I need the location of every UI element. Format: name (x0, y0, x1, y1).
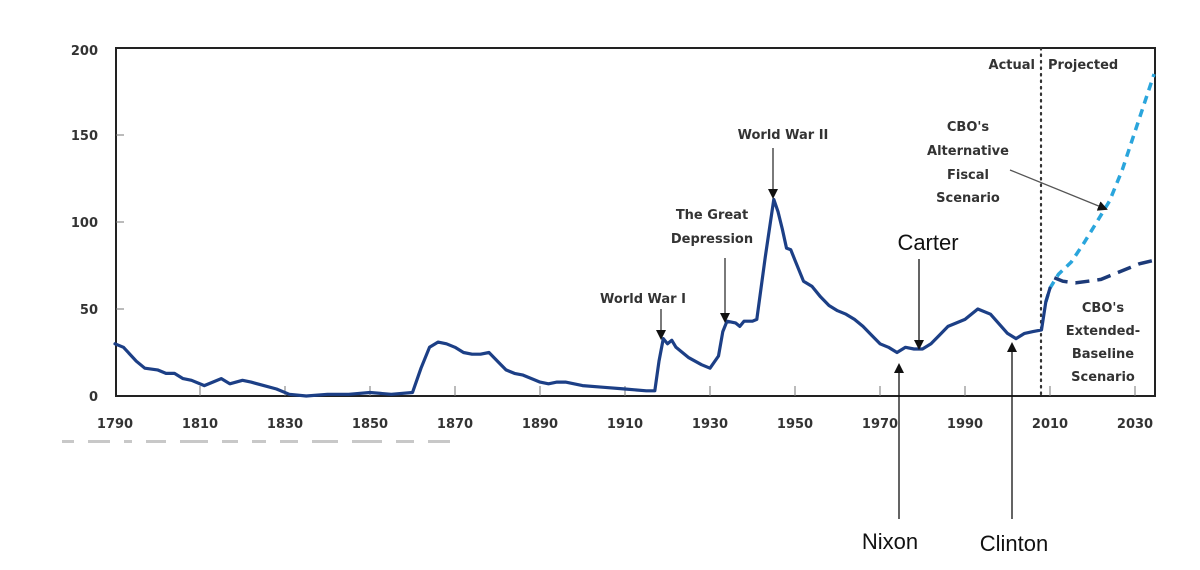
x-tick-label: 2030 (1117, 417, 1153, 432)
y-tick-labels: 0 50 100 150 200 (71, 44, 98, 405)
annotation-great-depression: The Great Depression (671, 208, 753, 323)
x-tick-labels: 1790 1810 1830 1850 1870 1890 1910 1930 1950 1970… (97, 417, 1153, 432)
svg-text:Carter: Carter (897, 230, 958, 255)
svg-text:150: 150 (71, 129, 98, 144)
svg-text:100: 100 (71, 216, 98, 231)
arrow-icon (1009, 169, 1108, 211)
annotation-nixon: Nixon (862, 363, 918, 554)
x-tick-label: 1950 (777, 417, 813, 432)
annotation-carter: Carter (897, 230, 959, 350)
annotation-alternative-fiscal: CBO's Alternative Fiscal Scenario (927, 120, 1108, 211)
x-tick-label: 1970 (862, 417, 898, 432)
svg-text:Scenario: Scenario (936, 191, 1000, 206)
annotation-world-war-2: World War II (738, 128, 829, 199)
svg-text:Alternative: Alternative (927, 144, 1009, 159)
svg-text:Baseline: Baseline (1072, 347, 1134, 362)
svg-text:200: 200 (71, 44, 98, 59)
svg-text:Clinton: Clinton (980, 531, 1048, 556)
x-tick-label: 1810 (182, 417, 218, 432)
x-tick-label: 1890 (522, 417, 558, 432)
actual-label: Actual (989, 58, 1035, 73)
x-tick-label: 1790 (97, 417, 133, 432)
svg-text:Scenario: Scenario (1071, 370, 1135, 385)
source-caption-cropped (62, 440, 622, 446)
y-axis (116, 134, 124, 310)
svg-text:Fiscal: Fiscal (947, 168, 989, 183)
x-tick-label: 1870 (437, 417, 473, 432)
x-tick-label: 1830 (267, 417, 303, 432)
x-tick-label: 1930 (692, 417, 728, 432)
x-tick-label: 1910 (607, 417, 643, 432)
svg-text:50: 50 (80, 303, 98, 318)
x-tick-label: 2010 (1032, 417, 1068, 432)
plot-frame (115, 47, 1156, 397)
svg-text:Depression: Depression (671, 232, 753, 247)
annotation-extended-baseline: CBO's Extended- Baseline Scenario (1066, 301, 1140, 385)
x-tick-label: 1850 (352, 417, 388, 432)
x-tick-label: 1990 (947, 417, 983, 432)
svg-text:0: 0 (89, 390, 98, 405)
svg-text:CBO's: CBO's (947, 120, 989, 135)
svg-text:CBO's: CBO's (1082, 301, 1124, 316)
actual-debt-line (113, 197, 1052, 398)
extended-baseline-scenario-line (1053, 258, 1155, 285)
svg-text:World War I: World War I (600, 292, 686, 307)
annotation-world-war-1: World War I (600, 292, 686, 340)
svg-text:World War II: World War II (738, 128, 829, 143)
projected-label: Projected (1048, 58, 1118, 73)
annotation-clinton: Clinton (980, 342, 1048, 556)
svg-text:Nixon: Nixon (862, 529, 918, 554)
svg-text:Extended-: Extended- (1066, 324, 1140, 339)
svg-text:The Great: The Great (676, 208, 748, 223)
alternative-fiscal-scenario-line (1044, 73, 1156, 303)
